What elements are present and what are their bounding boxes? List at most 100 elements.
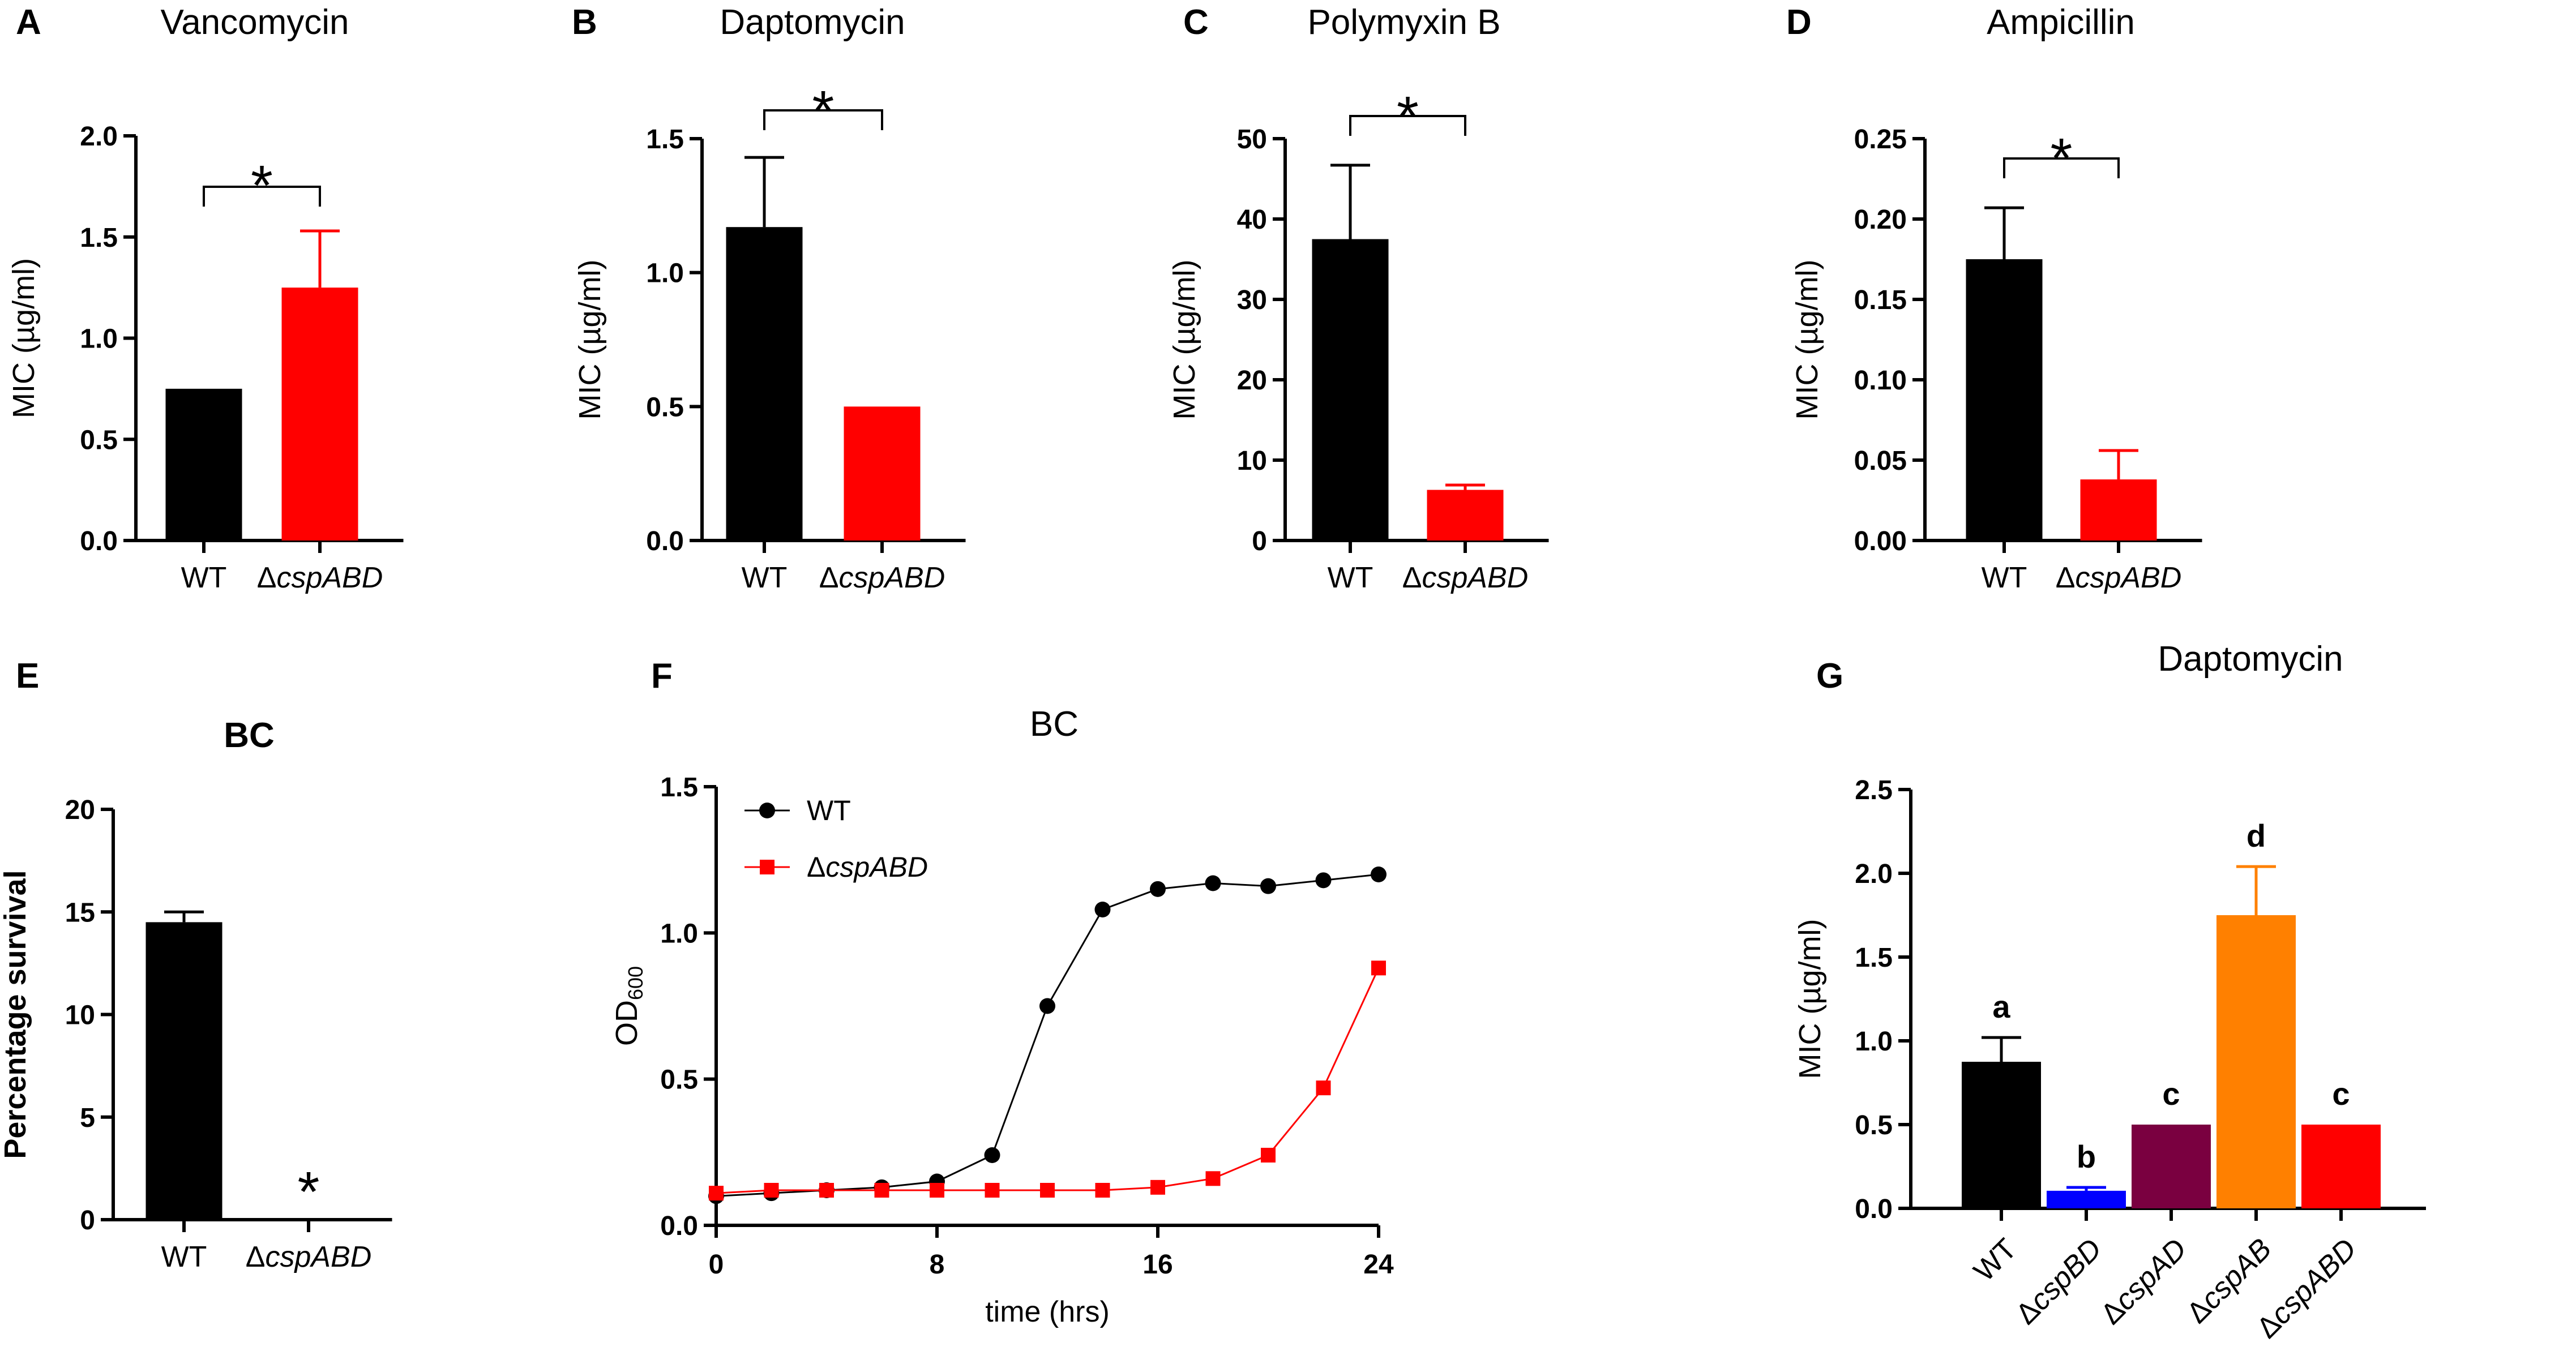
significance-bracket-a: [203, 186, 321, 207]
bar-e-0: [146, 922, 222, 1220]
legend-marker-1: [760, 860, 774, 874]
data-point-1-3: [874, 1183, 889, 1198]
group-letter-g-2: c: [2162, 1076, 2180, 1112]
y-tick-label-f: 0.5: [660, 1065, 698, 1095]
x-tick-label-g: ΔcspAD: [2095, 1232, 2193, 1331]
y-tick-label-f: 1.0: [660, 919, 698, 949]
data-point-0-6: [1039, 998, 1055, 1014]
bar-g-0: [1962, 1062, 2041, 1208]
x-tick-label-e: WT: [161, 1241, 207, 1273]
y-tick-label-d: 0.15: [1854, 285, 1907, 315]
series-line-0: [716, 873, 1379, 1197]
significance-bracket-d: [2003, 157, 2120, 178]
significance-bracket-b: [763, 109, 883, 130]
x-tick-label-c: WT: [1328, 561, 1373, 594]
chart-title-g: Daptomycin: [2158, 640, 2343, 679]
y-tick-label-a: 0.5: [80, 425, 118, 455]
y-tick-label-d: 0.20: [1854, 205, 1907, 235]
significance-star-c: *: [1397, 85, 1419, 148]
panel-label-c: C: [1183, 3, 1209, 42]
y-tick-label-f: 1.5: [660, 773, 698, 803]
data-point-0-7: [1094, 902, 1111, 917]
x-tick-label-f: 24: [1363, 1250, 1394, 1280]
panel-label-d: D: [1786, 3, 1812, 42]
group-letter-g-3: d: [2246, 818, 2266, 853]
bar-g-4: [2301, 1125, 2381, 1208]
data-point-1-10: [1261, 1148, 1276, 1163]
significance-star-e: *: [298, 1160, 320, 1224]
legend-marker-0: [759, 803, 775, 818]
data-point-1-7: [1095, 1183, 1110, 1198]
y-tick-label-a: 2.0: [80, 122, 118, 152]
group-letter-g-1: b: [2077, 1139, 2096, 1174]
x-tick-label-f: 8: [930, 1250, 945, 1280]
data-point-0-12: [1371, 867, 1387, 882]
y-tick-label-e: 0: [80, 1206, 95, 1236]
significance-star-a: *: [251, 154, 273, 217]
x-tick-label-f: 0: [709, 1250, 724, 1280]
data-point-1-2: [819, 1183, 834, 1198]
y-tick-label-d: 0.05: [1854, 446, 1907, 476]
significance-star-d: *: [2051, 127, 2073, 190]
y-tick-label-g: 0.0: [1855, 1194, 1893, 1224]
y-tick-label-a: 1.0: [80, 324, 118, 354]
data-point-0-11: [1315, 872, 1332, 889]
bar-a-0: [165, 388, 242, 541]
y-tick-label-d: 0.25: [1854, 125, 1907, 155]
chart-title-e: BC: [224, 716, 275, 755]
data-point-1-9: [1205, 1171, 1221, 1186]
significance-bracket-c: [1349, 115, 1466, 136]
data-point-1-1: [764, 1183, 779, 1198]
x-tick-label-e: ΔcspABD: [246, 1241, 372, 1273]
data-point-1-11: [1316, 1080, 1331, 1096]
panel-label-g: G: [1816, 657, 1843, 696]
x-tick-label-a: WT: [181, 561, 227, 594]
y-axis-label-e: Percentage survival: [0, 870, 32, 1159]
bar-c-0: [1312, 239, 1389, 541]
data-point-0-8: [1150, 881, 1166, 897]
y-tick-label-b: 1.5: [646, 125, 684, 155]
y-tick-label-e: 5: [80, 1103, 95, 1133]
bar-g-2: [2132, 1125, 2211, 1208]
x-tick-label-d: ΔcspABD: [2056, 561, 2182, 594]
panel-label-f: F: [651, 657, 673, 696]
y-axis-label-c: MIC (µg/ml): [1167, 259, 1201, 419]
x-tick-label-c: ΔcspABD: [1402, 561, 1529, 594]
y-tick-label-e: 10: [65, 1001, 95, 1031]
x-tick-label-f: 16: [1142, 1250, 1173, 1280]
panel-label-a: A: [16, 3, 41, 42]
data-point-0-9: [1205, 875, 1221, 891]
data-point-1-12: [1371, 960, 1386, 976]
y-tick-label-g: 1.0: [1855, 1027, 1893, 1057]
y-tick-label-c: 10: [1237, 446, 1267, 476]
bar-b-1: [844, 406, 921, 541]
y-tick-label-d: 0.10: [1854, 366, 1907, 396]
bar-a-1: [281, 288, 358, 541]
chart-title-c: Polymyxin B: [1307, 3, 1500, 42]
y-axis-label-a: MIC (µg/ml): [7, 258, 41, 418]
y-tick-label-e: 15: [65, 898, 95, 928]
x-tick-label-b: ΔcspABD: [819, 561, 945, 594]
y-tick-label-g: 2.5: [1855, 775, 1893, 805]
y-tick-label-d: 0.00: [1854, 526, 1907, 556]
legend-label-0: WT: [807, 795, 851, 826]
x-tick-label-g: ΔcspBD: [2010, 1232, 2108, 1331]
y-tick-label-g: 2.0: [1855, 859, 1893, 889]
x-tick-label-a: ΔcspABD: [257, 561, 383, 594]
y-tick-label-b: 0.0: [646, 526, 684, 556]
y-axis-label-d: MIC (µg/ml): [1790, 259, 1824, 419]
x-tick-label-g: WT: [1967, 1232, 2023, 1288]
y-tick-label-c: 0: [1252, 526, 1267, 556]
y-tick-label-c: 30: [1237, 285, 1267, 315]
bar-g-3: [2216, 915, 2296, 1208]
data-point-1-8: [1150, 1179, 1165, 1195]
data-point-0-10: [1260, 878, 1276, 894]
group-letter-g-4: c: [2332, 1076, 2350, 1112]
chart-title-b: Daptomycin: [720, 3, 905, 42]
bar-d-1: [2080, 479, 2157, 541]
chart-title-f: BC: [1030, 705, 1079, 744]
y-tick-label-c: 40: [1237, 205, 1267, 235]
legend-label-1: ΔcspABD: [807, 851, 928, 883]
y-tick-label-g: 1.5: [1855, 943, 1893, 973]
